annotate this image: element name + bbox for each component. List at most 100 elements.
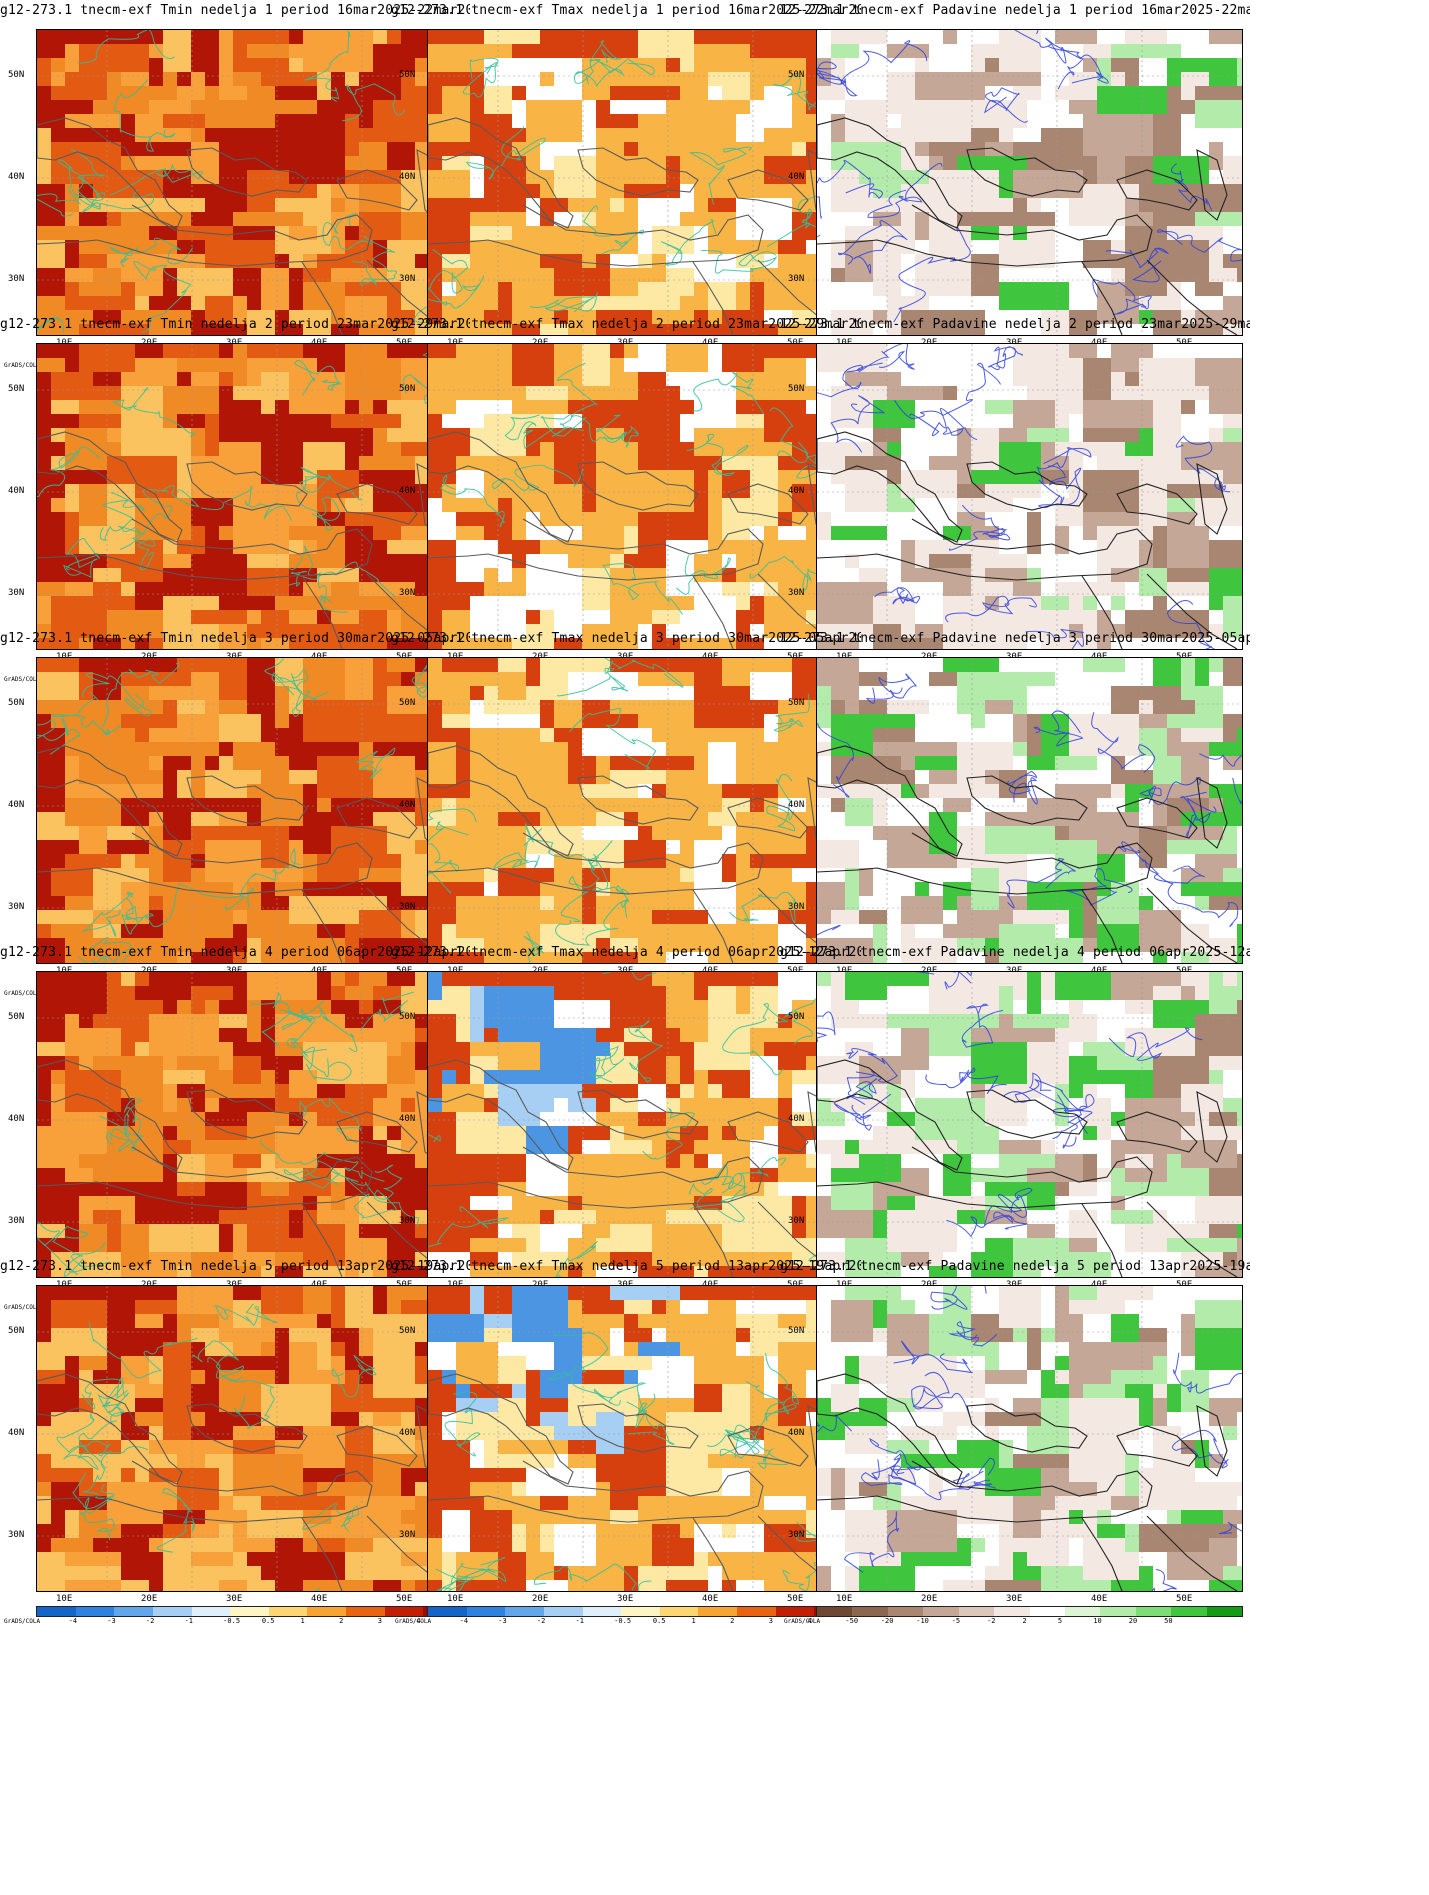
- map-frame: [36, 1285, 463, 1592]
- lat-label: 40N: [788, 800, 805, 810]
- colorbar-tick: -1: [575, 1617, 584, 1625]
- colorbar-swatch: [75, 1607, 115, 1616]
- colorbar-swatch: [466, 1607, 506, 1616]
- colorbar-swatch: [1171, 1607, 1207, 1616]
- colorbar-swatch: [1100, 1607, 1136, 1616]
- grads-credit: GrADS/COLA: [4, 676, 41, 683]
- colorbar-tick: -10: [916, 1617, 929, 1625]
- lat-label: 50N: [788, 70, 805, 80]
- lat-label: 30N: [399, 902, 416, 912]
- lat-label: 30N: [399, 1216, 416, 1226]
- lat-label: 30N: [399, 274, 416, 284]
- lat-label: 50N: [399, 70, 416, 80]
- colorbar-tick: -0.5: [614, 1617, 632, 1625]
- colorbar-swatch: [505, 1607, 544, 1616]
- lon-label: 50E: [787, 1594, 804, 1604]
- colorbar-swatch: [1064, 1607, 1101, 1616]
- tmax-map-field: [428, 972, 853, 1277]
- tmin-map-field: [37, 1286, 462, 1591]
- lon-label: 40E: [311, 1594, 328, 1604]
- lat-label: 30N: [399, 1530, 416, 1540]
- lat-label: 40N: [8, 1114, 25, 1124]
- colorbar-tick: 3: [768, 1617, 773, 1625]
- lat-label: 30N: [788, 588, 805, 598]
- lat-label: 50N: [8, 1012, 25, 1022]
- colorbar-tick: 20: [1128, 1617, 1138, 1625]
- colorbar-swatch: [543, 1607, 583, 1616]
- lat-label: 40N: [8, 486, 25, 496]
- colorbar-swatch: [346, 1607, 385, 1616]
- colorbar-swatch: [817, 1607, 853, 1616]
- lat-label: 30N: [8, 902, 25, 912]
- colorbar-tick: -2: [987, 1617, 996, 1625]
- colorbar-tick: 2: [339, 1617, 344, 1625]
- colorbar-tick: 2: [730, 1617, 735, 1625]
- colorbar-swatch: [152, 1607, 192, 1616]
- map-frame: [816, 29, 1243, 336]
- map-frame: [816, 1285, 1243, 1592]
- tmax-map-field: [428, 1286, 853, 1591]
- lat-label: 40N: [399, 800, 416, 810]
- lat-label: 50N: [788, 384, 805, 394]
- colorbar-tick: -50: [845, 1617, 859, 1625]
- grads-credit: GrADS/COLA: [4, 990, 41, 997]
- lat-label: 50N: [399, 1012, 416, 1022]
- panel-title: g12-273.1 tnecm-exf Tmin nedelja 2 perio…: [0, 317, 470, 332]
- map-frame: [427, 343, 854, 650]
- lat-label: 40N: [788, 1114, 805, 1124]
- colorbar-swatch: [958, 1607, 995, 1616]
- map-frame: [36, 29, 463, 336]
- colorbar-tick: -1: [184, 1617, 193, 1625]
- colorbar-swatch: [268, 1607, 308, 1616]
- colorbar-swatch: [852, 1607, 888, 1616]
- grads-credit: GrADS/COLA: [395, 1618, 432, 1625]
- lon-label: 20E: [532, 1594, 549, 1604]
- colorbar-tick: 0.5: [261, 1617, 275, 1625]
- map-frame: [816, 971, 1243, 1278]
- lat-label: 40N: [788, 172, 805, 182]
- lat-label: 40N: [8, 1428, 25, 1438]
- lon-label: 40E: [702, 1594, 719, 1604]
- colorbar-tick: -2: [145, 1617, 155, 1625]
- map-frame: [36, 971, 463, 1278]
- lat-label: 40N: [399, 1428, 416, 1438]
- precip-colorbar: [816, 1606, 1243, 1617]
- map-frame: [427, 971, 854, 1278]
- panel-title: g12-273.1 tnecm-exf Tmax nedelja 5 perio…: [391, 1259, 861, 1274]
- colorbar-tick: -5: [951, 1617, 961, 1625]
- lat-label: 50N: [399, 384, 416, 394]
- grads-credit: GrADS/COLA: [4, 1618, 41, 1625]
- panel-title: g12-273.1 tnecm-exf Tmin nedelja 4 perio…: [0, 945, 470, 960]
- colorbar-swatch: [887, 1607, 924, 1616]
- colorbar-tick: -4: [459, 1617, 469, 1625]
- colorbar-tick: -3: [107, 1617, 116, 1625]
- colorbar-swatch: [737, 1607, 776, 1616]
- colorbar-tick: 4: [807, 1617, 812, 1625]
- lat-label: 30N: [8, 1530, 25, 1540]
- map-panel-tmin-week-4: g12-273.1 tnecm-exf Tmin nedelja 4 perio…: [0, 942, 470, 1321]
- map-panel-tmax-week-4: g12-273.1 tnecm-exf Tmax nedelja 4 perio…: [391, 942, 861, 1321]
- colorbar-tick: -2: [536, 1617, 546, 1625]
- colorbar-swatch: [1135, 1607, 1172, 1616]
- lon-label: 20E: [141, 1594, 158, 1604]
- lon-label: 30E: [617, 1594, 634, 1604]
- colorbar-swatch: [775, 1607, 815, 1616]
- lon-label: 10E: [447, 1594, 464, 1604]
- map-frame: [427, 29, 854, 336]
- colorbar-tick: 3: [377, 1617, 382, 1625]
- colorbar-tick: 2: [1022, 1617, 1027, 1625]
- prec-map-field: [817, 658, 1242, 963]
- lon-label: 10E: [56, 1594, 73, 1604]
- grads-credit: GrADS/COLA: [4, 362, 41, 369]
- panel-title: 12-273.1 tnecm-exf Padavine nedelja 2 pe…: [780, 317, 1250, 332]
- lat-label: 50N: [8, 1326, 25, 1336]
- lat-label: 50N: [8, 70, 25, 80]
- colorbar-tick: -4: [68, 1617, 78, 1625]
- lat-label: 40N: [8, 172, 25, 182]
- lat-label: 40N: [788, 1428, 805, 1438]
- lat-label: 40N: [788, 486, 805, 496]
- colorbar-tick: -0.5: [223, 1617, 241, 1625]
- lat-label: 50N: [788, 1012, 805, 1022]
- colorbar-swatch: [37, 1607, 76, 1616]
